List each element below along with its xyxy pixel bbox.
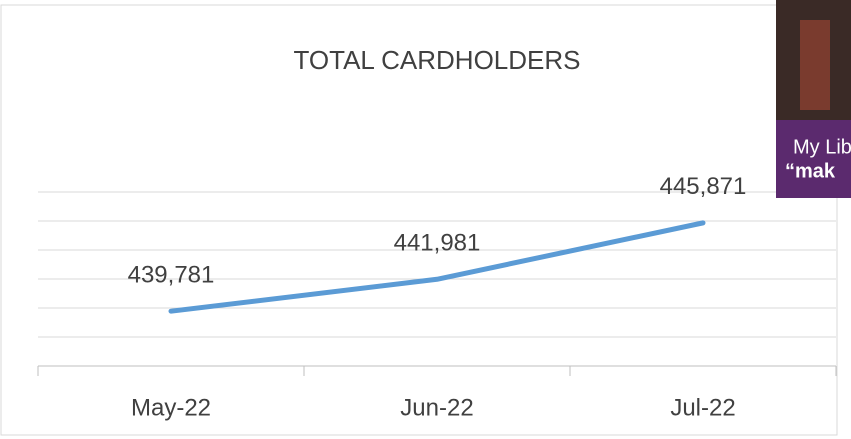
data-label: 439,781 [128, 262, 215, 289]
photo-detail [800, 20, 830, 110]
data-label: 441,981 [394, 230, 481, 257]
x-tick-label: Jun-22 [400, 394, 473, 421]
data-label: 445,871 [660, 173, 747, 200]
chart-frame [0, 4, 838, 436]
chart-title: TOTAL CARDHOLDERS [293, 45, 580, 75]
photo-text: “mak [785, 160, 836, 182]
photo-banner [776, 120, 851, 198]
photo: My Lib “mak [776, 0, 851, 198]
line [168, 220, 706, 314]
photo-text: My Lib [793, 136, 851, 158]
x-tick-label: May-22 [131, 394, 211, 421]
x-tick-label: Jul-22 [670, 394, 735, 421]
